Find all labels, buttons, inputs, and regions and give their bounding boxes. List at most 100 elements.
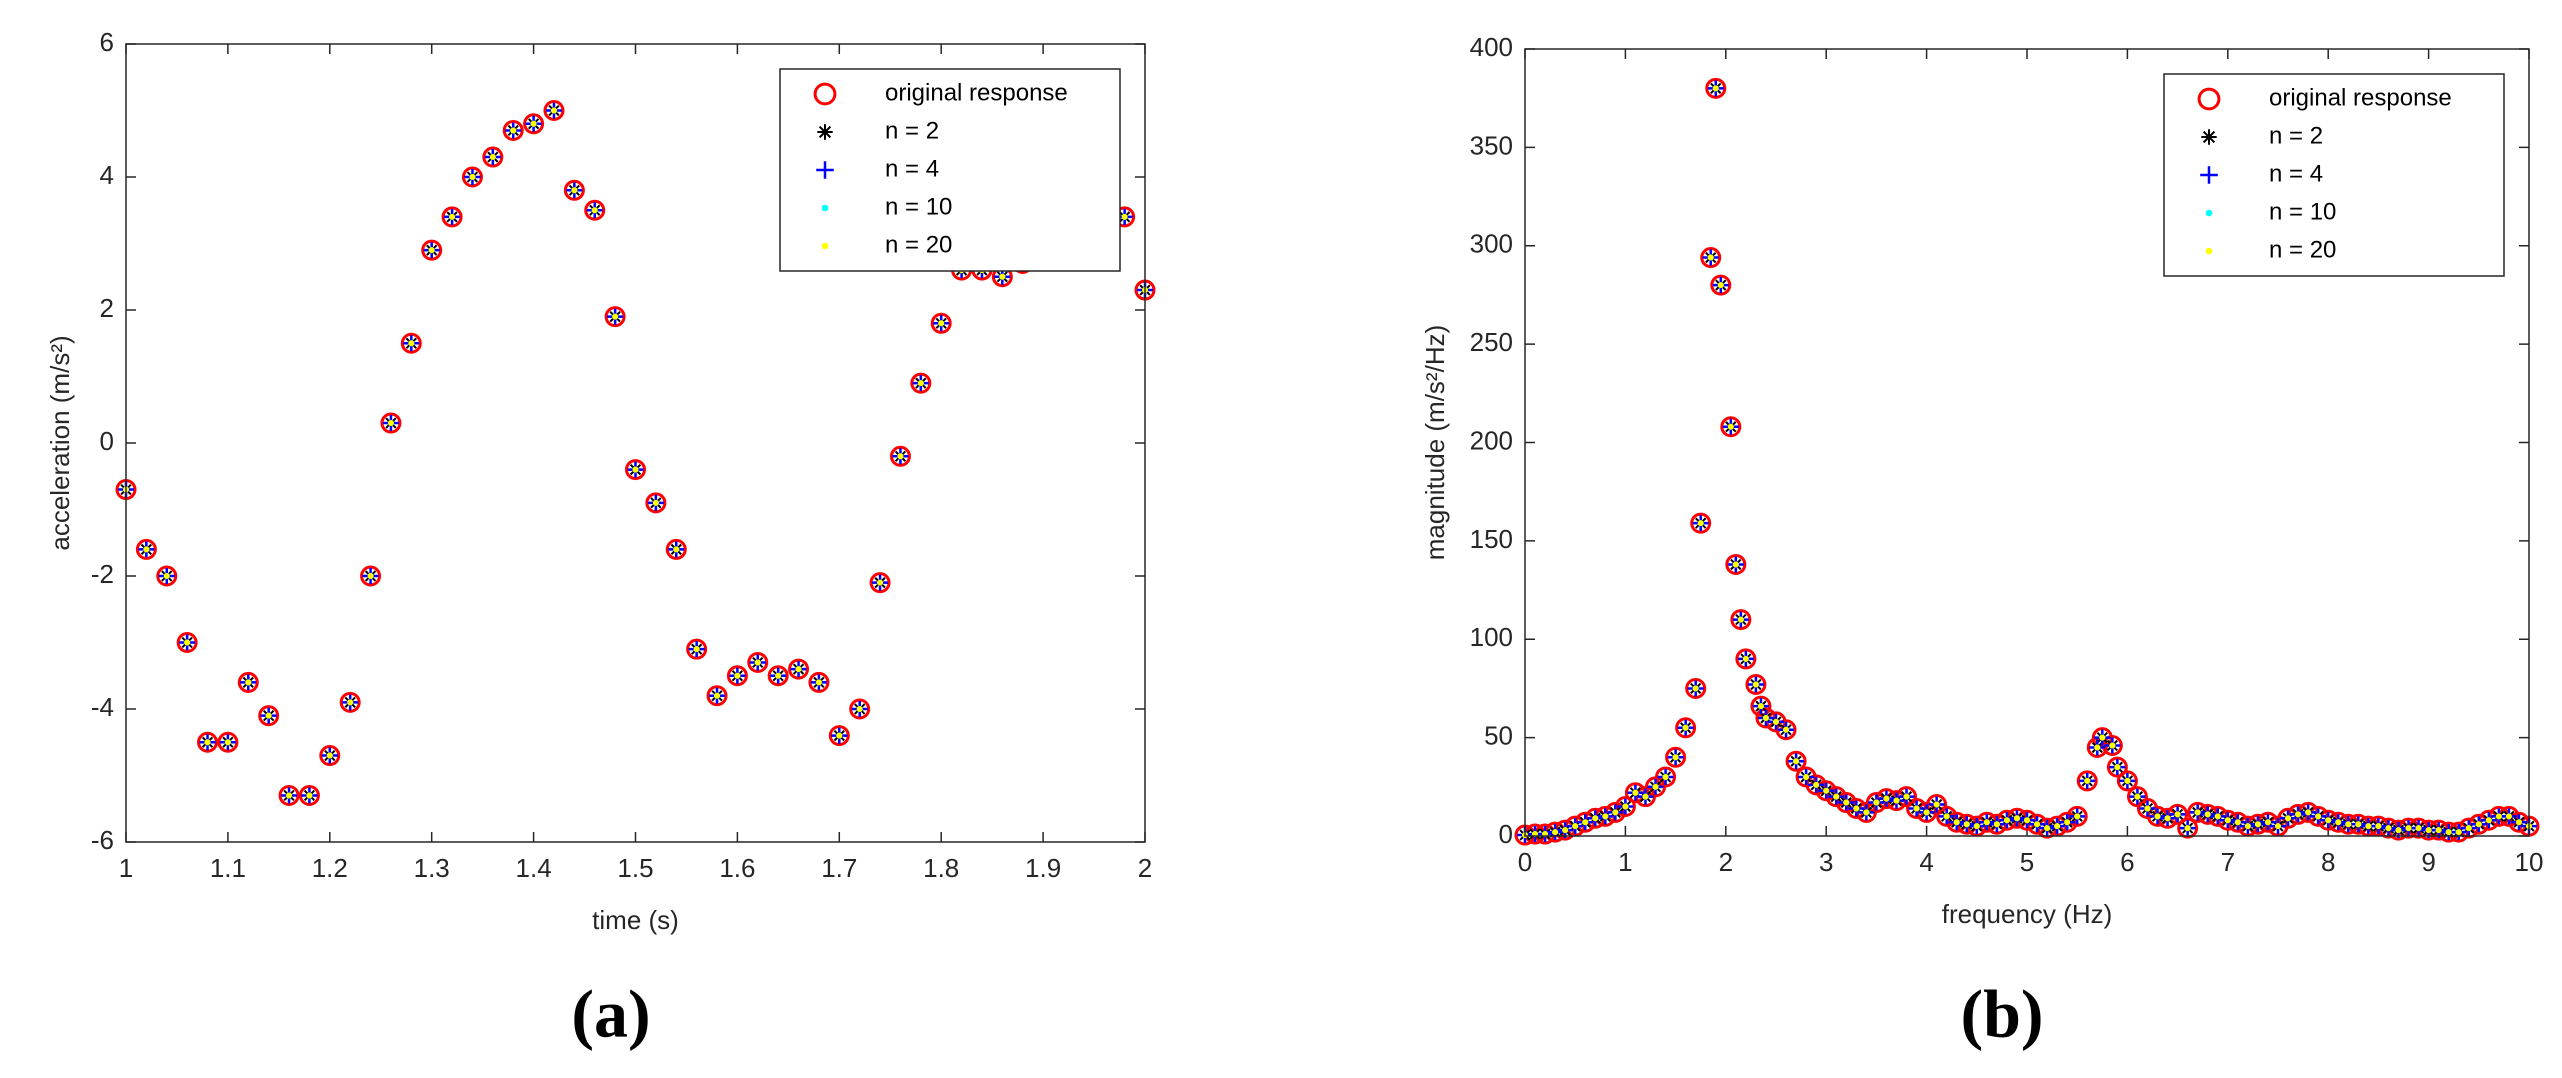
- y-tick-label: 300: [1470, 229, 1513, 259]
- marker-dot: [1642, 793, 1649, 800]
- y-tick-label: -6: [91, 825, 114, 855]
- marker-dot: [815, 679, 822, 686]
- marker-circle: [1710, 274, 1732, 296]
- marker-circle: [563, 179, 585, 201]
- marker-dot: [1873, 799, 1880, 806]
- marker-dot: [2194, 809, 2201, 816]
- x-tick-label: 1.9: [1025, 853, 1061, 883]
- y-tick-label: 50: [1484, 721, 1513, 751]
- marker-circle: [441, 206, 463, 228]
- marker-dot: [2024, 817, 2030, 824]
- marker-circle: [1690, 512, 1712, 534]
- marker-dot: [1903, 793, 1910, 800]
- x-tick-label: 3: [1819, 847, 1833, 877]
- marker-dot: [2295, 811, 2302, 818]
- marker-circle: [665, 538, 687, 560]
- marker-dot: [612, 313, 619, 320]
- legend-label: n = 4: [885, 155, 939, 182]
- marker-circle: [360, 565, 382, 587]
- marker-dot: [821, 242, 829, 250]
- marker-dot: [1843, 799, 1850, 806]
- marker-dot: [2264, 819, 2271, 826]
- marker-dot: [2445, 829, 2452, 836]
- marker-dot: [1933, 801, 1940, 808]
- x-tick-label: 1.3: [414, 853, 450, 883]
- marker-dot: [2335, 819, 2342, 826]
- marker-circle: [176, 632, 198, 653]
- marker-dot: [265, 712, 272, 719]
- marker-dot: [1592, 815, 1599, 822]
- legend-label: n = 10: [885, 193, 952, 220]
- marker-dot: [2124, 777, 2131, 784]
- marker-dot: [2395, 827, 2402, 834]
- x-tick-label: 1: [1618, 847, 1632, 877]
- x-tick-label: 1.5: [617, 853, 653, 883]
- marker-dot: [1572, 823, 1579, 830]
- marker-dot: [2174, 811, 2181, 818]
- marker-dot: [1672, 754, 1679, 761]
- y-tick-label: -4: [91, 692, 114, 722]
- legend-label: original response: [2269, 84, 2452, 111]
- marker-circle: [584, 199, 606, 221]
- y-tick-label: 6: [100, 27, 114, 57]
- marker-dot: [1963, 821, 1970, 828]
- marker-dot: [1863, 809, 1870, 816]
- x-tick-label: 5: [2020, 847, 2034, 877]
- marker-dot: [1943, 813, 1950, 820]
- marker-dot: [2315, 813, 2322, 820]
- marker-dot: [2355, 821, 2362, 828]
- marker-dot: [2275, 823, 2281, 830]
- y-tick-label: 0: [100, 426, 114, 456]
- marker-dot: [1823, 787, 1830, 794]
- marker-dot: [245, 679, 252, 686]
- marker-circle: [1725, 553, 1747, 575]
- marker-dot: [2224, 817, 2231, 824]
- x-tick-label: 0: [1518, 847, 1532, 877]
- marker-dot: [449, 213, 456, 220]
- marker-dot: [286, 792, 293, 799]
- marker-dot: [2144, 805, 2151, 812]
- marker-dot: [2305, 809, 2312, 816]
- marker-dot: [2405, 825, 2412, 832]
- marker-dot: [489, 154, 496, 161]
- y-tick-label: 0: [1499, 819, 1513, 849]
- marker-dot: [2034, 821, 2041, 828]
- x-tick-label: 1.7: [821, 853, 857, 883]
- marker-dot: [2044, 825, 2051, 832]
- marker-dot: [2054, 823, 2061, 830]
- legend-label: n = 20: [885, 231, 952, 258]
- marker-dot: [652, 499, 659, 506]
- marker-circle: [421, 239, 443, 261]
- y-tick-label: 150: [1470, 524, 1513, 554]
- x-tick-label: 2: [1138, 853, 1152, 883]
- marker-dot: [2234, 819, 2241, 826]
- marker-asterisk: [2201, 129, 2217, 145]
- x-tick-label: 1.8: [923, 853, 959, 883]
- y-tick-label: -2: [91, 559, 114, 589]
- marker-dot: [2415, 825, 2422, 832]
- marker-circle: [726, 665, 748, 687]
- x-tick-label: 4: [1919, 847, 1933, 877]
- marker-dot: [1773, 718, 1779, 725]
- marker-dot: [1662, 773, 1669, 780]
- marker-dot: [775, 672, 782, 679]
- marker-circle: [298, 784, 320, 806]
- marker-dot: [999, 273, 1006, 280]
- marker-dot: [2244, 823, 2251, 830]
- marker-dot: [836, 732, 843, 739]
- marker-dot: [1552, 829, 1559, 836]
- y-tick-label: 100: [1470, 622, 1513, 652]
- marker-circle: [1735, 648, 1757, 670]
- marker-circle: [482, 146, 504, 168]
- marker-dot: [2109, 742, 2116, 749]
- marker-circle: [523, 113, 545, 135]
- marker-dot: [1813, 781, 1820, 788]
- marker-dot: [754, 659, 761, 666]
- panel-label: (a): [571, 976, 650, 1052]
- marker-dot: [1762, 714, 1769, 721]
- marker-dot: [693, 646, 700, 653]
- marker-circle: [1655, 766, 1677, 788]
- marker-circle: [686, 638, 708, 660]
- marker-dot: [2205, 247, 2213, 255]
